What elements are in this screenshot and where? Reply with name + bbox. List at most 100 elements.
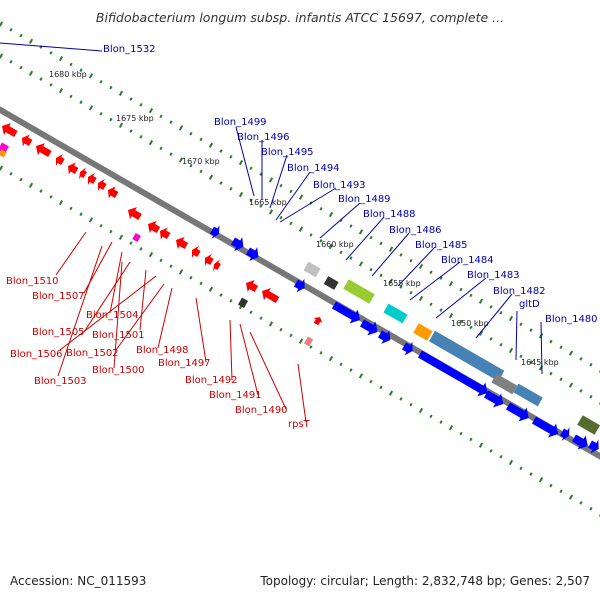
scale-tick xyxy=(178,269,184,275)
scale-tick xyxy=(439,276,443,280)
scale-tick xyxy=(319,206,323,211)
scale-tick xyxy=(559,377,563,382)
gene-feature xyxy=(79,167,87,180)
gene-label: Blon_1482 xyxy=(493,286,546,297)
gene-label: Blon_1510 xyxy=(6,276,59,287)
scale-tick xyxy=(19,33,23,38)
gene-feature xyxy=(2,123,18,138)
scale-tick xyxy=(298,194,304,200)
scale-tick xyxy=(499,310,503,315)
gene-feature xyxy=(231,237,244,251)
scale-tick xyxy=(118,122,124,128)
scale-tick xyxy=(178,157,184,163)
gene-feature xyxy=(213,259,221,272)
leader-line xyxy=(195,297,207,363)
scale-tick xyxy=(589,362,593,367)
scale-tick xyxy=(399,285,403,289)
scale-tick xyxy=(39,77,43,81)
gene-feature xyxy=(36,143,52,158)
scale-tick xyxy=(88,217,94,223)
gene-feature xyxy=(176,236,189,250)
gene-feature xyxy=(323,276,339,290)
scale-tick xyxy=(369,267,373,272)
gene-feature xyxy=(204,253,214,267)
gene-feature xyxy=(87,172,97,186)
gene-feature xyxy=(402,341,413,356)
scale-tick xyxy=(349,224,353,228)
scale-tick xyxy=(159,114,163,119)
scale-tick xyxy=(49,51,53,55)
scale-tick xyxy=(309,233,313,237)
scale-tick xyxy=(499,454,503,459)
leader-line xyxy=(515,310,518,361)
scale-tick xyxy=(349,256,353,260)
gene-feature xyxy=(68,162,79,175)
gene-label: Blon_1503 xyxy=(34,376,87,387)
scale-tick xyxy=(39,189,43,193)
gene-label: Blon_1501 xyxy=(92,330,145,341)
scale-tick xyxy=(418,295,424,302)
leader-line xyxy=(0,42,103,52)
scale-tick xyxy=(478,442,484,448)
scale-tick xyxy=(319,350,323,355)
scale-tick xyxy=(529,328,533,332)
scale-tick xyxy=(159,258,163,263)
gene-feature xyxy=(418,350,488,397)
scale-tick xyxy=(508,459,514,466)
scale-tick xyxy=(448,313,454,319)
scale-tick xyxy=(0,53,4,59)
scale-tick xyxy=(189,275,193,280)
scale-tick xyxy=(549,371,553,376)
gene-feature xyxy=(55,153,65,167)
leader-line xyxy=(59,275,157,351)
leader-line xyxy=(115,283,165,351)
gene-feature xyxy=(332,301,360,324)
scale-tick xyxy=(148,107,154,114)
scale-tick xyxy=(0,21,4,27)
scale-tick xyxy=(229,187,233,191)
leader-line xyxy=(319,202,361,239)
scale-tick xyxy=(249,166,253,171)
scale-tick xyxy=(219,293,223,297)
leader-line xyxy=(279,187,337,223)
scale-tick xyxy=(459,431,463,436)
gene-feature xyxy=(304,336,314,347)
scale-tick xyxy=(448,281,454,287)
gene-feature xyxy=(506,402,529,422)
gene-feature xyxy=(294,278,305,293)
scale-tick xyxy=(109,85,113,90)
scale-tick xyxy=(99,223,103,228)
leader-line xyxy=(57,245,103,377)
scale-tick xyxy=(489,337,493,341)
scale-tick xyxy=(589,506,593,511)
leader-line xyxy=(83,261,131,333)
leader-line xyxy=(297,363,307,423)
scale-tick xyxy=(328,243,334,250)
gene-label: Blon_1484 xyxy=(441,255,494,266)
gene-feature xyxy=(532,416,559,438)
scale-tick xyxy=(118,90,124,96)
scale-tick xyxy=(99,79,103,84)
scale-label: 1680 kbp xyxy=(49,70,87,79)
scale-tick xyxy=(508,347,514,354)
scale-tick xyxy=(259,204,263,208)
scale-tick xyxy=(379,385,383,390)
scale-tick xyxy=(508,315,514,322)
scale-tick xyxy=(208,174,214,180)
scale-tick xyxy=(268,177,274,183)
scale-tick xyxy=(589,394,593,399)
scale-tick xyxy=(199,281,203,286)
scale-tick xyxy=(358,229,364,235)
scale-tick xyxy=(418,407,424,414)
gene-features xyxy=(0,123,600,454)
scale-tick xyxy=(319,238,323,243)
scale-tick xyxy=(169,152,173,156)
scale-tick xyxy=(538,477,544,483)
scale-tick xyxy=(579,389,583,393)
scale-tick xyxy=(469,293,473,298)
scale-tick xyxy=(579,357,583,361)
scale-tick xyxy=(58,199,64,206)
gene-label: Blon_1532 xyxy=(103,44,156,55)
gene-label: gltD xyxy=(519,299,540,310)
